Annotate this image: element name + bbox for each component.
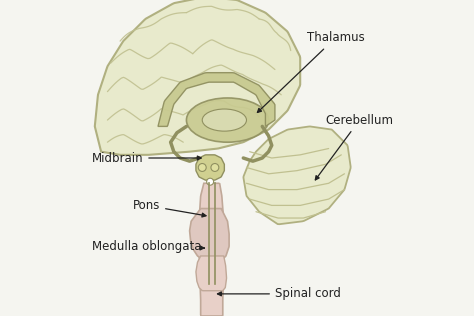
- Polygon shape: [244, 126, 351, 224]
- Text: Cerebellum: Cerebellum: [315, 113, 393, 180]
- Ellipse shape: [198, 164, 206, 171]
- Polygon shape: [199, 183, 224, 316]
- Ellipse shape: [186, 98, 269, 142]
- Polygon shape: [196, 155, 224, 180]
- Polygon shape: [196, 256, 227, 291]
- Polygon shape: [158, 73, 275, 126]
- Polygon shape: [190, 209, 229, 259]
- Polygon shape: [95, 0, 300, 155]
- Ellipse shape: [207, 178, 214, 185]
- Text: Thalamus: Thalamus: [257, 31, 365, 112]
- Text: Midbrain: Midbrain: [91, 151, 201, 165]
- Ellipse shape: [202, 109, 246, 131]
- Text: Pons: Pons: [133, 199, 206, 217]
- Text: Medulla oblongata: Medulla oblongata: [91, 240, 204, 253]
- Ellipse shape: [211, 164, 219, 171]
- Text: Spinal cord: Spinal cord: [218, 287, 341, 301]
